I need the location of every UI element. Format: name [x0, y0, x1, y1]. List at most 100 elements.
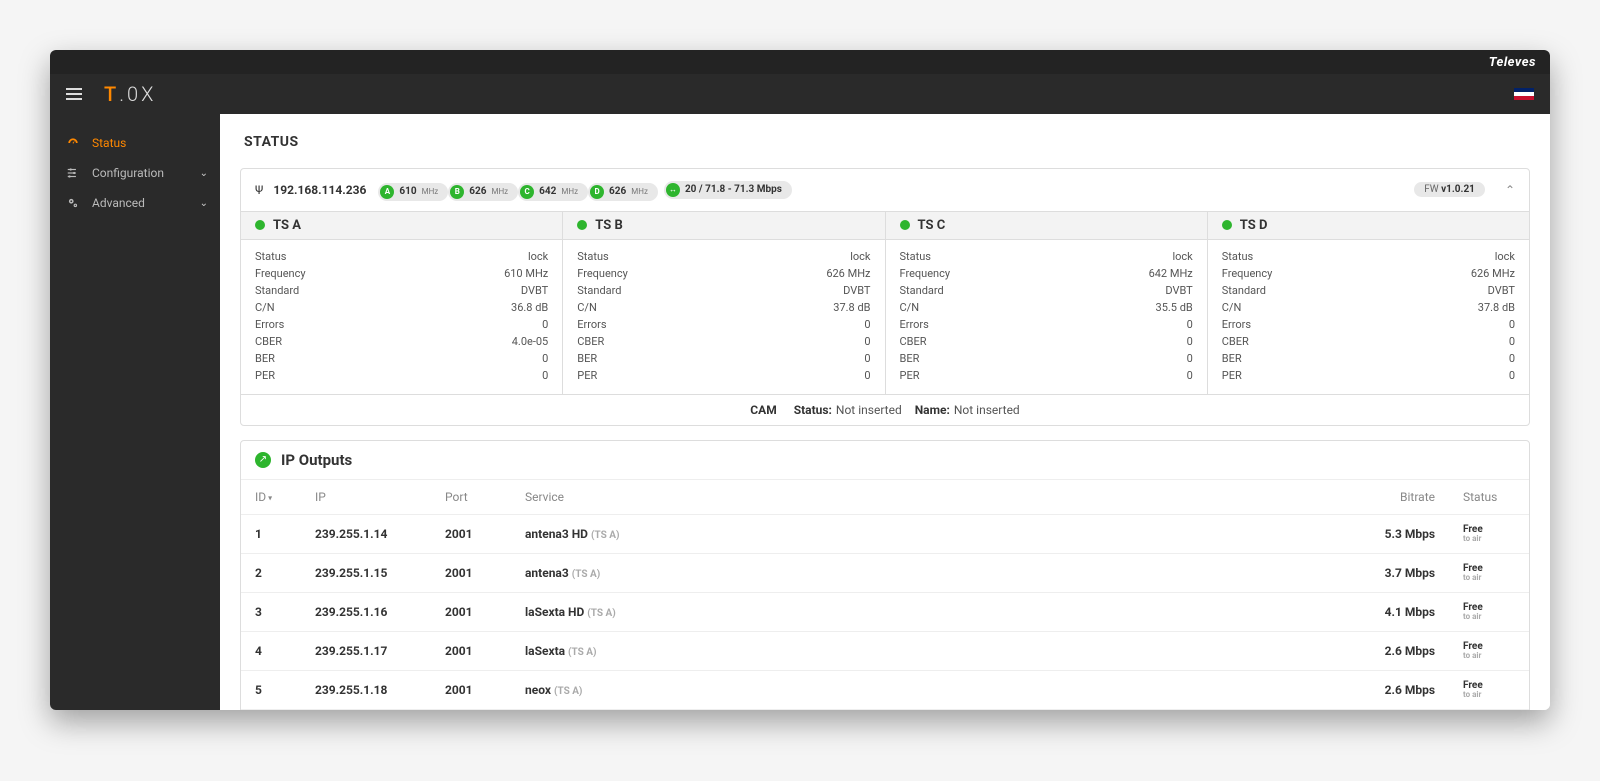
- ts-kv: Frequency626 MHz: [577, 265, 870, 282]
- ts-key: Status: [1222, 248, 1253, 265]
- ts-value: 0: [1509, 367, 1515, 384]
- ts-kv: CBER4.0e-05: [255, 333, 548, 350]
- cell-service: antena3 (TS A): [511, 553, 1359, 592]
- fw-value: v1.0.21: [1441, 184, 1475, 195]
- table-header-row: ID ▾ IP Port Service Bitrate Status: [241, 480, 1529, 515]
- ts-key: Errors: [1222, 316, 1251, 333]
- collapse-toggle-icon[interactable]: ⌃: [1505, 183, 1515, 197]
- ts-key: Errors: [900, 316, 929, 333]
- col-id[interactable]: ID ▾: [241, 480, 301, 515]
- status-sub: to air: [1463, 691, 1515, 699]
- ts-kv: Frequency610 MHz: [255, 265, 548, 282]
- dashboard-icon: [66, 136, 80, 150]
- channel-pills: A610MHzB626MHzC642MHzD626MHz: [378, 179, 658, 201]
- cell-bitrate: 3.7 Mbps: [1359, 553, 1449, 592]
- ts-value: DVBT: [1488, 282, 1515, 299]
- status-dot-icon: [900, 220, 910, 230]
- ts-value: 0: [542, 367, 548, 384]
- ts-key: Standard: [900, 282, 944, 299]
- ts-kv: Frequency626 MHz: [1222, 265, 1515, 282]
- table-row[interactable]: 4239.255.1.172001laSexta (TS A)2.6 MbpsF…: [241, 631, 1529, 670]
- ts-value: 642 MHz: [1149, 265, 1193, 282]
- cell-port: 2001: [431, 553, 511, 592]
- device-ip: 192.168.114.236: [273, 183, 366, 197]
- table-row[interactable]: 3239.255.1.162001laSexta HD (TS A)4.1 Mb…: [241, 592, 1529, 631]
- sidebar-item-status[interactable]: Status: [50, 128, 220, 158]
- cell-status: Freeto air: [1449, 592, 1529, 631]
- col-port[interactable]: Port: [431, 480, 511, 515]
- ts-value: 0: [1187, 316, 1193, 333]
- col-status[interactable]: Status: [1449, 480, 1529, 515]
- channel-dot: B: [450, 185, 464, 199]
- ts-header: TS D: [1208, 212, 1529, 240]
- ts-key: BER: [255, 350, 275, 367]
- col-ip[interactable]: IP: [301, 480, 431, 515]
- menu-toggle-icon[interactable]: [66, 88, 82, 100]
- gears-icon: [66, 196, 80, 210]
- table-row[interactable]: 5239.255.1.182001neox (TS A)2.6 MbpsFree…: [241, 670, 1529, 709]
- ts-key: Standard: [577, 282, 621, 299]
- cell-service: antena3 HD (TS A): [511, 514, 1359, 553]
- header-left: T.0X: [66, 82, 155, 106]
- ts-value: 0: [864, 350, 870, 367]
- channel-unit: MHz: [491, 187, 508, 196]
- channel-freq: 626: [469, 186, 486, 197]
- ts-kv: Status lock: [1222, 248, 1515, 265]
- cell-ip: 239.255.1.17: [301, 631, 431, 670]
- ts-key: BER: [900, 350, 920, 367]
- ts-key: C/N: [577, 299, 597, 316]
- chevron-down-icon: ⌄: [200, 198, 208, 209]
- ts-kv: C/N37.8 dB: [1222, 299, 1515, 316]
- ts-value: lock: [850, 248, 870, 265]
- channel-dot: C: [520, 185, 534, 199]
- ts-header: TS A: [241, 212, 562, 240]
- ts-key: BER: [577, 350, 597, 367]
- sidebar-item-configuration[interactable]: Configuration ⌄: [50, 158, 220, 188]
- cell-status: Freeto air: [1449, 631, 1529, 670]
- ts-value: 0: [542, 316, 548, 333]
- ts-kv: C/N36.8 dB: [255, 299, 548, 316]
- cell-bitrate: 5.3 Mbps: [1359, 514, 1449, 553]
- cam-row: CAM Status:Not inserted Name:Not inserte…: [241, 394, 1529, 425]
- sidebar-item-advanced[interactable]: Advanced ⌄: [50, 188, 220, 218]
- ts-key: PER: [577, 367, 597, 384]
- col-bitrate[interactable]: Bitrate: [1359, 480, 1449, 515]
- ts-kv: CBER0: [900, 333, 1193, 350]
- ts-value: 0: [1509, 350, 1515, 367]
- throughput-value: 20 / 71.8 - 71.3 Mbps: [685, 184, 782, 195]
- ts-key: C/N: [1222, 299, 1242, 316]
- ts-value: 0: [1187, 367, 1193, 384]
- ts-value: lock: [1495, 248, 1515, 265]
- ts-value: 0: [864, 333, 870, 350]
- status-dot-icon: [1222, 220, 1232, 230]
- channel-unit: MHz: [561, 187, 578, 196]
- ts-kv: Errors0: [255, 316, 548, 333]
- channel-dot: D: [590, 185, 604, 199]
- ts-column: TS AStatuslockFrequency610 MHzStandardDV…: [241, 212, 563, 394]
- ts-kv: C/N37.8 dB: [577, 299, 870, 316]
- col-service[interactable]: Service: [511, 480, 1359, 515]
- ts-key: Errors: [577, 316, 606, 333]
- ts-value: DVBT: [521, 282, 548, 299]
- cell-port: 2001: [431, 514, 511, 553]
- cell-ip: 239.255.1.18: [301, 670, 431, 709]
- language-flag-icon[interactable]: [1514, 88, 1534, 100]
- ts-kv: Frequency642 MHz: [900, 265, 1193, 282]
- table-row[interactable]: 2239.255.1.152001antena3 (TS A)3.7 MbpsF…: [241, 553, 1529, 592]
- cam-name-label: Name:: [915, 403, 950, 417]
- device-summary: Ψ 192.168.114.236 A610MHzB626MHzC642MHzD…: [241, 169, 1529, 211]
- ts-kv: PER0: [1222, 367, 1515, 384]
- ts-kv: CBER0: [1222, 333, 1515, 350]
- table-row[interactable]: 1239.255.1.142001antena3 HD (TS A)5.3 Mb…: [241, 514, 1529, 553]
- ts-key: C/N: [900, 299, 920, 316]
- ts-title: TS D: [1240, 218, 1268, 233]
- ts-kv: PER0: [900, 367, 1193, 384]
- cell-bitrate: 4.1 Mbps: [1359, 592, 1449, 631]
- ts-value: DVBT: [843, 282, 870, 299]
- ts-value: 0: [864, 367, 870, 384]
- ts-header: TS B: [563, 212, 884, 240]
- ts-body: StatuslockFrequency610 MHzStandardDVBTC/…: [241, 240, 562, 394]
- cell-id: 5: [241, 670, 301, 709]
- ts-key: Frequency: [577, 265, 628, 282]
- ts-title: TS B: [595, 218, 623, 233]
